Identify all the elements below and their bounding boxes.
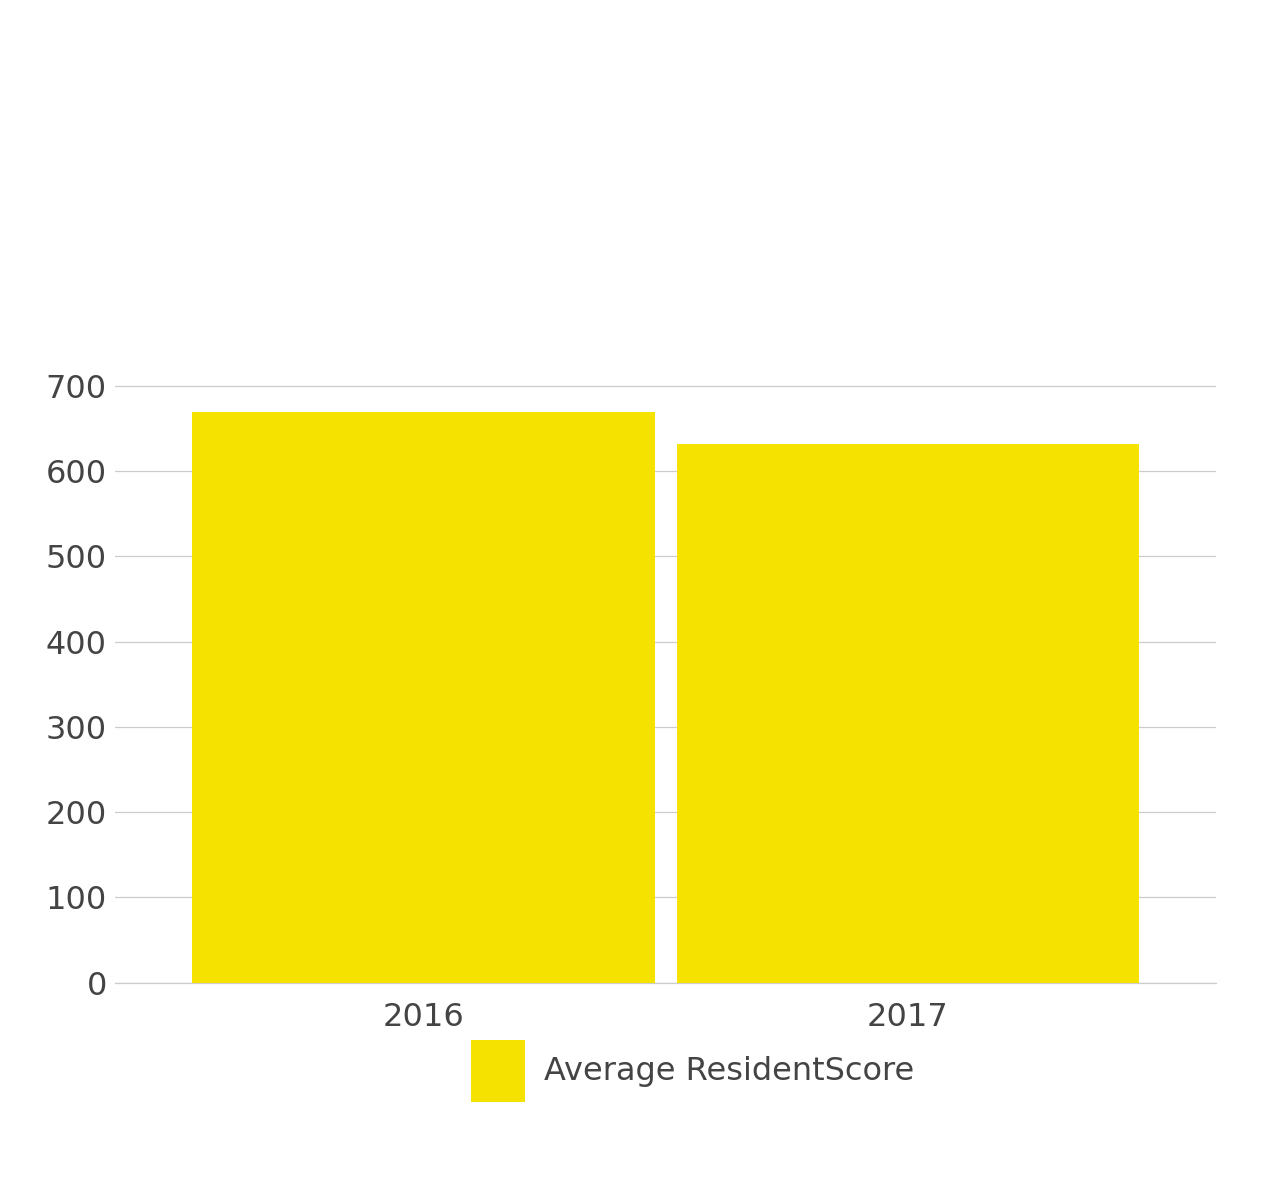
Text: Renter Credit Score Trends: Renter Credit Score Trends [67, 51, 1041, 114]
Text: Average SmartMove ResidentScore for completed renter
applications has decreased : Average SmartMove ResidentScore for comp… [67, 165, 972, 239]
FancyBboxPatch shape [471, 1041, 525, 1102]
Bar [677, 444, 1139, 983]
Text: Average ResidentScore: Average ResidentScore [544, 1056, 914, 1087]
Bar [192, 412, 654, 983]
